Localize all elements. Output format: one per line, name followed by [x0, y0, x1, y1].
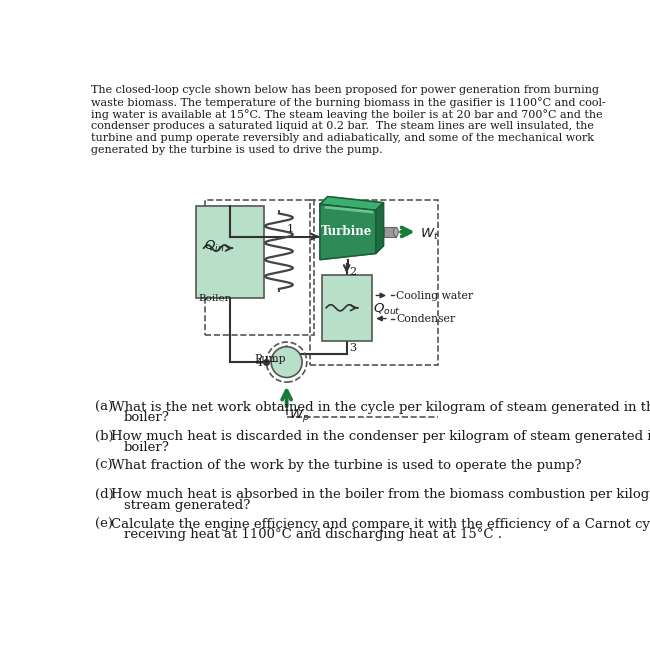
- Text: turbine and pump operate reversibly and adiabatically, and some of the mechanica: turbine and pump operate reversibly and …: [90, 133, 593, 142]
- Text: $Q_{in}$: $Q_{in}$: [203, 239, 224, 254]
- Text: (c): (c): [95, 459, 113, 472]
- Text: 4: 4: [255, 358, 263, 368]
- Text: stream generated?: stream generated?: [124, 499, 250, 512]
- Bar: [322, 275, 372, 340]
- Text: (a): (a): [95, 401, 114, 413]
- Text: $W_t$: $W_t$: [420, 227, 439, 242]
- Polygon shape: [376, 203, 384, 253]
- Circle shape: [271, 346, 302, 377]
- Text: Boiler: Boiler: [198, 295, 230, 303]
- Text: condenser produces a saturated liquid at 0.2 bar.  The steam lines are well insu: condenser produces a saturated liquid at…: [90, 121, 593, 131]
- Polygon shape: [320, 197, 384, 211]
- Bar: [310, 199, 437, 365]
- Text: boiler?: boiler?: [124, 441, 170, 453]
- Text: (d): (d): [95, 488, 114, 501]
- Text: generated by the turbine is used to drive the pump.: generated by the turbine is used to driv…: [90, 144, 382, 155]
- Text: 1: 1: [287, 224, 294, 234]
- Text: boiler?: boiler?: [124, 411, 170, 424]
- Bar: [205, 200, 314, 335]
- Text: What is the net work obtained in the cycle per kilogram of steam generated in th: What is the net work obtained in the cyc…: [111, 401, 650, 413]
- Text: Pump: Pump: [254, 354, 286, 364]
- Text: Condenser: Condenser: [396, 314, 455, 324]
- Text: How much heat is discarded in the condenser per kilogram of steam generated in t: How much heat is discarded in the conden…: [111, 430, 650, 443]
- Text: Calculate the engine efficiency and compare it with the efficiency of a Carnot c: Calculate the engine efficiency and comp…: [111, 518, 650, 531]
- Text: receiving heat at 1100°C and discharging heat at 15°C .: receiving heat at 1100°C and discharging…: [124, 528, 502, 541]
- Text: Turbine: Turbine: [320, 226, 372, 238]
- Text: How much heat is absorbed in the boiler from the biomass combustion per kilogram: How much heat is absorbed in the boiler …: [111, 488, 650, 501]
- Text: 3: 3: [349, 343, 356, 353]
- Text: $Q_{out}$: $Q_{out}$: [373, 302, 401, 317]
- Ellipse shape: [394, 228, 398, 237]
- Text: $W_p$: $W_p$: [289, 407, 309, 424]
- Text: (b): (b): [95, 430, 114, 443]
- Text: What fraction of the work by the turbine is used to operate the pump?: What fraction of the work by the turbine…: [111, 459, 581, 472]
- Bar: [196, 206, 264, 298]
- Text: Cooling water: Cooling water: [396, 291, 473, 301]
- Text: (e): (e): [95, 518, 113, 531]
- Text: The closed-loop cycle shown below has been proposed for power generation from bu: The closed-loop cycle shown below has be…: [90, 85, 599, 95]
- Bar: [384, 228, 396, 237]
- Polygon shape: [320, 204, 376, 260]
- Text: 2: 2: [349, 268, 356, 277]
- Text: ing water is available at 15°C. The steam leaving the boiler is at 20 bar and 70: ing water is available at 15°C. The stea…: [90, 109, 602, 119]
- Text: waste biomass. The temperature of the burning biomass in the gasifier is 1100°C : waste biomass. The temperature of the bu…: [90, 97, 605, 108]
